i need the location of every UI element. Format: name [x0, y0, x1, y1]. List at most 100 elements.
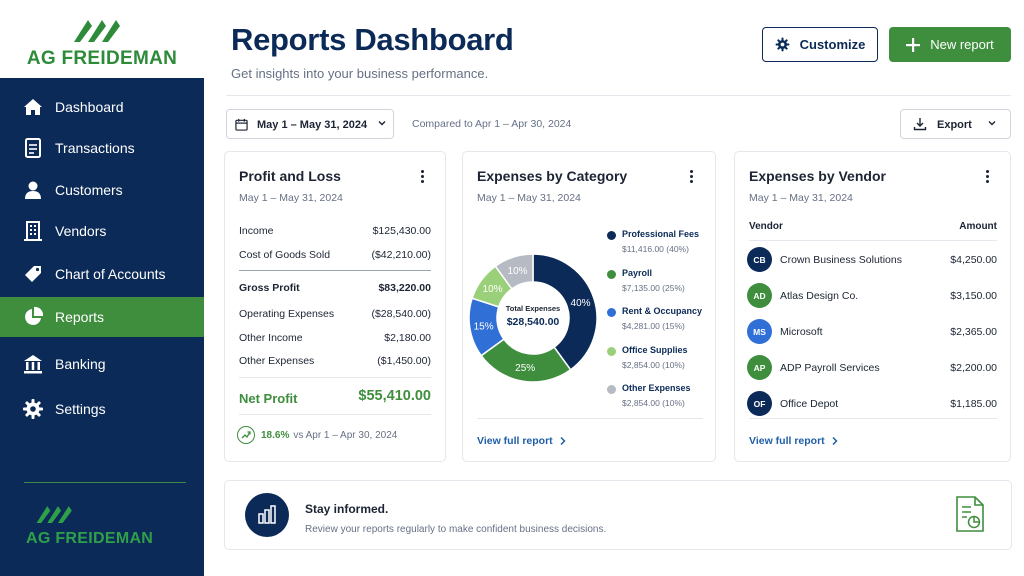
vendor-amount: $2,200.00 [950, 362, 997, 374]
card-period: May 1 – May 31, 2024 [239, 192, 343, 204]
banner-text: Review your reports regularly to make co… [305, 524, 607, 535]
brand-logo-icon [36, 506, 72, 523]
trending-up-icon [237, 426, 255, 444]
report-document-icon [956, 496, 984, 532]
export-label: Export [937, 119, 972, 131]
sidebar-divider [24, 482, 186, 483]
sidebar-item-label: Chart of Accounts [55, 266, 166, 282]
user-icon [25, 181, 41, 199]
divider [477, 418, 703, 419]
divider [239, 270, 431, 271]
date-range-value: May 1 – May 31, 2024 [257, 119, 368, 131]
table-row[interactable]: MS Microsoft $2,365.00 [747, 319, 997, 345]
more-options-icon[interactable] [684, 168, 698, 186]
donut-slice-label: 40% [571, 298, 591, 309]
download-icon [913, 118, 927, 131]
card-title: Expenses by Vendor [749, 168, 886, 184]
chevron-down-icon [988, 121, 996, 126]
expenses-vendor-card: Expenses by Vendor May 1 – May 31, 2024 … [734, 151, 1011, 462]
table-row[interactable]: CB Crown Business Solutions $4,250.00 [747, 247, 997, 273]
net-profit-value: $55,410.00 [358, 388, 431, 404]
comparison-text: Compared to Apr 1 – Apr 30, 2024 [412, 118, 572, 130]
more-options-icon[interactable] [415, 168, 429, 186]
legend-name: Rent & Occupancy [622, 306, 703, 316]
card-title: Expenses by Category [477, 168, 628, 184]
document-icon [25, 138, 41, 158]
sidebar-item-label: Dashboard [55, 99, 124, 115]
sidebar-item-vendors[interactable]: Vendors [0, 211, 204, 251]
chevron-right-icon [560, 436, 566, 446]
page-title: Reports Dashboard [231, 22, 514, 57]
sidebar-item-reports[interactable]: Reports [0, 297, 204, 337]
legend-value: $2,854.00 (10%) [622, 359, 685, 370]
divider [749, 418, 997, 419]
sidebar-item-settings[interactable]: Settings [0, 389, 204, 429]
view-full-report-link[interactable]: View full report [477, 435, 567, 447]
vendor-name: Atlas Design Co. [780, 290, 859, 302]
gear-icon [775, 37, 789, 52]
table-row[interactable]: OF Office Depot $1,185.00 [747, 391, 997, 417]
profit-loss-card: Profit and Loss May 1 – May 31, 2024 Inc… [224, 151, 446, 462]
more-options-icon[interactable] [980, 168, 994, 186]
sidebar-item-customers[interactable]: Customers [0, 170, 204, 210]
column-header-amount: Amount [959, 221, 997, 232]
divider [239, 414, 431, 415]
vendor-name: Microsoft [780, 326, 823, 338]
vendor-name: ADP Payroll Services [780, 362, 880, 374]
gear-icon [23, 399, 43, 419]
divider [749, 240, 997, 241]
donut-center: Total Expenses $28,540.00 [499, 304, 567, 328]
new-report-button[interactable]: New report [889, 27, 1011, 62]
chevron-right-icon [832, 436, 838, 446]
expenses-category-card: Expenses by Category May 1 – May 31, 202… [462, 151, 716, 462]
date-range-picker[interactable]: May 1 – May 31, 2024 [226, 109, 394, 139]
info-banner: Stay informed. Review your reports regul… [224, 480, 1012, 550]
vendor-name: Crown Business Solutions [780, 254, 902, 266]
legend-name: Office Supplies [622, 344, 688, 355]
export-button[interactable]: Export [900, 109, 1011, 139]
legend-swatch [607, 231, 616, 240]
legend-value: $4,281.00 (15%) [622, 321, 685, 331]
vendor-name: Office Depot [780, 398, 839, 410]
building-icon [24, 221, 42, 241]
calendar-icon [235, 118, 248, 131]
donut-slice-label: 10% [508, 266, 528, 277]
donut-slice-label: 25% [515, 363, 535, 374]
sidebar-item-chart-of-accounts[interactable]: Chart of Accounts [0, 254, 204, 294]
card-title: Profit and Loss [239, 168, 341, 184]
vendor-table-header: Vendor Amount [749, 221, 997, 232]
legend-swatch [607, 346, 616, 356]
sidebar-item-dashboard[interactable]: Dashboard [0, 87, 204, 127]
trend-percent: 18.6% [261, 429, 290, 441]
banner-title: Stay informed. [305, 502, 389, 516]
pl-row-operating-expenses: Operating Expenses ($28,540.00) [239, 308, 431, 320]
sidebar-item-banking[interactable]: Banking [0, 344, 204, 384]
donut-slice-label: 15% [474, 321, 494, 332]
donut-slice-label: 10% [483, 284, 503, 295]
net-profit-row: Net Profit $55,410.00 [239, 388, 431, 408]
donut-slice [494, 253, 534, 290]
sidebar-item-label: Vendors [55, 223, 107, 239]
sidebar-item-label: Customers [55, 182, 123, 198]
sidebar-item-label: Reports [55, 309, 105, 325]
sidebar-item-label: Transactions [55, 140, 135, 156]
donut-slice [532, 253, 598, 371]
bank-icon [24, 355, 42, 374]
vendor-amount: $3,150.00 [950, 290, 997, 302]
column-header-vendor: Vendor [749, 221, 783, 232]
sidebar-item-label: Settings [55, 401, 106, 417]
avatar: AP [747, 355, 772, 380]
table-row[interactable]: AD Atlas Design Co. $3,150.00 [747, 283, 997, 309]
trend-indicator: 18.6% vs Apr 1 – Apr 30, 2024 [237, 426, 397, 444]
view-full-report-link[interactable]: View full report [749, 435, 839, 447]
expenses-donut-chart: 40% 25% 15% 10% 10% [468, 253, 598, 383]
customize-button[interactable]: Customize [762, 27, 878, 62]
divider [239, 377, 431, 378]
trend-text: vs Apr 1 – Apr 30, 2024 [293, 429, 398, 441]
table-row[interactable]: AP ADP Payroll Services $2,200.00 [747, 355, 997, 381]
sidebar-item-transactions[interactable]: Transactions [0, 128, 204, 168]
tag-icon [25, 266, 41, 282]
header-divider [226, 95, 1011, 96]
vendor-amount: $2,365.00 [950, 326, 997, 338]
new-report-label: New report [930, 37, 994, 52]
